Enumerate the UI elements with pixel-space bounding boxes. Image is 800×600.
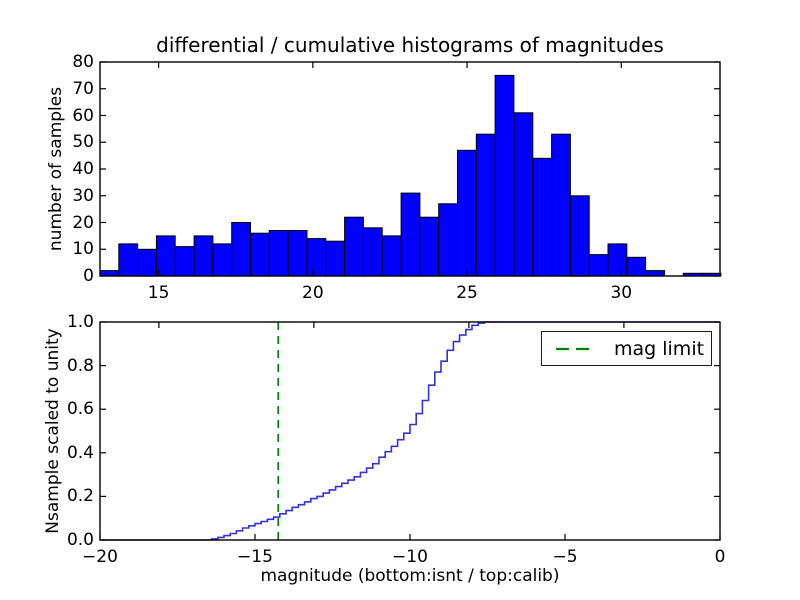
histogram-bar (287, 230, 308, 277)
histogram-bar (569, 195, 590, 277)
x-tick-label: 20 (302, 283, 324, 303)
histogram-bar (419, 216, 440, 277)
y-tick-label: 70 (72, 78, 94, 99)
histogram-bar (513, 112, 534, 277)
histogram-bar (174, 246, 195, 277)
histogram-bar (137, 248, 157, 277)
y-tick-label: 0.2 (66, 486, 94, 507)
x-tick-label: −15 (237, 547, 273, 567)
x-tick-label: 25 (456, 283, 478, 303)
histogram-bar (155, 235, 176, 277)
y-tick-label: 50 (72, 132, 94, 153)
histogram-bar (231, 222, 251, 277)
histogram-bar (645, 270, 666, 277)
x-tick-label: −5 (552, 547, 578, 567)
histogram-bar (99, 270, 120, 277)
y-tick-label: 40 (72, 159, 94, 179)
bottom-x-axis-label: magnitude (bottom:isnt / top:calib) (260, 566, 560, 586)
legend-label: mag limit (614, 337, 705, 360)
histogram-bar (438, 203, 459, 277)
y-tick-label: 30 (72, 185, 94, 206)
y-tick-label: 60 (72, 105, 94, 126)
x-tick-label: 15 (147, 283, 170, 303)
histogram-bar (457, 149, 477, 277)
y-tick-label: 80 (72, 52, 94, 72)
histogram-bar (588, 254, 609, 277)
x-tick-label: −20 (82, 547, 118, 567)
y-tick-label: 0.4 (66, 442, 94, 463)
legend-box: mag limit (541, 331, 712, 366)
histogram-bar (607, 243, 628, 277)
histogram-bar (381, 235, 402, 277)
histogram-bar (325, 240, 346, 277)
histogram-bar (494, 74, 515, 277)
y-tick-label: 20 (72, 212, 94, 233)
histogram-bar (400, 192, 421, 277)
histogram-bar (551, 133, 571, 277)
y-tick-label: 0.0 (66, 530, 94, 550)
plot-title: differential / cumulative histograms of … (156, 33, 664, 57)
histogram-bar (250, 232, 270, 277)
histogram-bar (344, 216, 364, 277)
histogram-bar (268, 230, 289, 277)
histogram-bar (193, 235, 214, 277)
histogram-bar (532, 157, 553, 277)
histogram-bar (212, 243, 233, 277)
histogram-bar (306, 238, 327, 277)
histogram-bar (626, 256, 647, 277)
histogram-bar (118, 243, 139, 277)
cumulative-step-curve (100, 321, 720, 541)
y-tick-label: 10 (72, 239, 94, 260)
y-tick-label: 1.0 (66, 312, 94, 332)
y-tick-label: 0.8 (66, 355, 94, 376)
y-tick-label: 0 (83, 266, 94, 286)
x-tick-label: −10 (392, 547, 428, 567)
x-tick-label: 0 (714, 547, 726, 567)
histogram-bar (475, 133, 496, 277)
x-tick-label: 30 (610, 283, 633, 303)
y-tick-label: 0.6 (66, 399, 94, 420)
histogram-bar (362, 227, 383, 277)
legend-dash-sample (556, 347, 596, 350)
